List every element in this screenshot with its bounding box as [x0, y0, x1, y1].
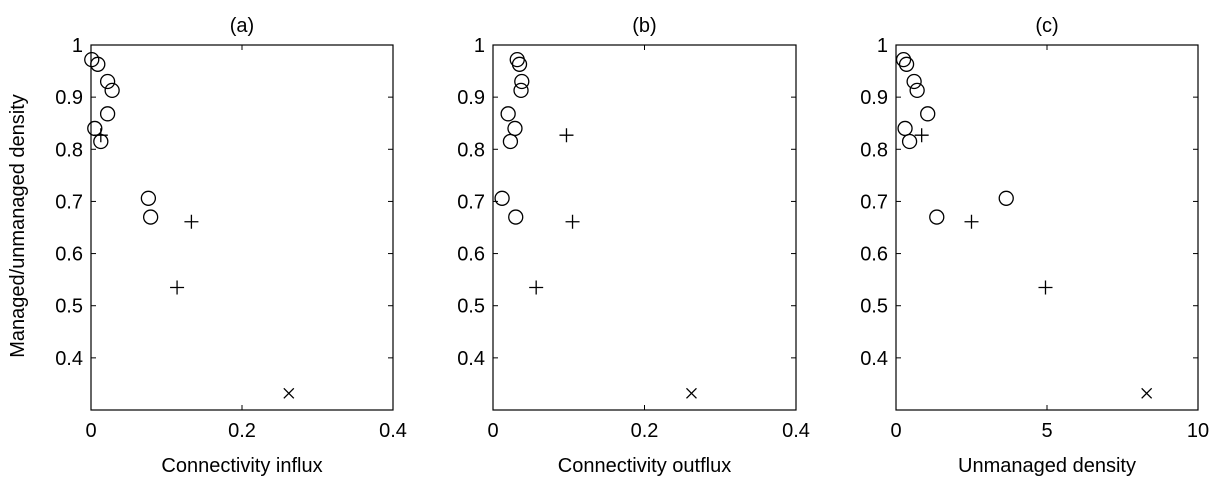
data-point-plus — [914, 128, 929, 143]
data-point-plus — [529, 280, 544, 295]
data-point-circle — [502, 133, 519, 150]
x-tick-label: 0.2 — [631, 420, 659, 442]
y-tick-label: 0.9 — [55, 87, 83, 109]
data-point-plus — [170, 280, 185, 295]
data-point-x — [1141, 387, 1153, 399]
y-tick-label: 0.9 — [860, 87, 888, 109]
x-tick-label: 0.4 — [782, 420, 810, 442]
data-point-circle — [494, 190, 510, 206]
y-tick-label: 0.7 — [860, 191, 888, 213]
data-point-circle — [929, 209, 945, 225]
data-point-circle — [901, 133, 918, 150]
data-point-plus — [559, 128, 574, 143]
x-tick-label: 10 — [1187, 420, 1209, 442]
data-point-plus — [1038, 280, 1053, 295]
plot-frame — [492, 44, 797, 411]
panels: 0 0.2 0.4 0.4 0.5 0.6 0.7 0.8 0.9 1 (a) Connectivit… — [55, 15, 1209, 477]
data-point-circle — [920, 106, 936, 122]
x-axis-label: Unmanaged density — [958, 455, 1136, 477]
data-point-circle — [90, 56, 106, 72]
y-tick-label: 0.8 — [457, 139, 485, 161]
data-point-circle — [104, 82, 120, 99]
y-tick-label: 0.4 — [457, 348, 485, 370]
y-tick-label: 0.6 — [55, 244, 83, 266]
data-point-circle — [897, 120, 913, 137]
y-tick-label: 1 — [877, 35, 888, 57]
data-point-circle — [99, 73, 116, 90]
data-point-circle — [909, 82, 925, 99]
data-point-circle — [142, 209, 159, 225]
data-point-circle — [511, 56, 528, 72]
panel-title: (c) — [1035, 15, 1058, 37]
x-tick-label: 0.4 — [379, 420, 407, 442]
data-point-plus — [565, 214, 580, 229]
y-tick-label: 0.8 — [55, 139, 83, 161]
y-tick-label: 0.5 — [55, 296, 83, 318]
y-tick-label: 0.6 — [860, 244, 888, 266]
data-point-circle — [514, 73, 530, 90]
data-point-circle — [140, 190, 157, 206]
panel-title: (b) — [632, 15, 656, 37]
y-tick-label: 0.4 — [55, 348, 83, 370]
data-point-circle — [507, 120, 523, 137]
y-tick-label: 0.9 — [457, 87, 485, 109]
data-point-circle — [906, 73, 922, 90]
y-tick-label: 0.6 — [457, 244, 485, 266]
x-tick-label: 0 — [85, 420, 96, 442]
data-point-circle — [895, 51, 912, 68]
panel-a: 0 0.2 0.4 0.4 0.5 0.6 0.7 0.8 0.9 1 (a) Connectivit… — [55, 15, 407, 477]
plot-frame — [90, 44, 394, 411]
y-axis-label: Managed/unmanaged density — [7, 94, 29, 358]
data-point-x — [686, 387, 697, 399]
x-tick-label: 0.2 — [228, 420, 256, 442]
data-point-circle — [87, 120, 103, 137]
y-tick-label: 0.8 — [860, 139, 888, 161]
data-point-circle — [898, 56, 915, 72]
data-point-circle — [500, 106, 516, 122]
x-axis-label: Connectivity outflux — [558, 455, 731, 477]
data-point-plus — [964, 214, 979, 229]
data-point-circle — [508, 209, 524, 225]
y-tick-label: 0.7 — [457, 191, 485, 213]
y-tick-label: 0.7 — [55, 191, 83, 213]
y-tick-label: 0.5 — [860, 296, 888, 318]
panel-c: 0 5 10 0.4 0.5 0.6 0.7 0.8 0.9 1 (c) Unmanaged dens… — [860, 15, 1209, 477]
data-point-plus — [93, 128, 108, 143]
x-tick-label: 0 — [890, 420, 901, 442]
y-tick-label: 1 — [474, 35, 485, 57]
y-tick-label: 0.4 — [860, 348, 888, 370]
x-axis-label: Connectivity influx — [161, 455, 322, 477]
data-point-circle — [998, 190, 1014, 206]
panel-title: (a) — [230, 15, 254, 37]
data-point-circle — [513, 82, 529, 99]
data-point-plus — [184, 214, 199, 229]
panel-b: 0 0.2 0.4 0.4 0.5 0.6 0.7 0.8 0.9 1 (b) Connectivit… — [457, 15, 810, 477]
plot-frame — [895, 44, 1199, 411]
y-tick-label: 0.5 — [457, 296, 485, 318]
x-tick-label: 5 — [1041, 420, 1052, 442]
y-tick-label: 1 — [72, 35, 83, 57]
data-point-x — [283, 387, 295, 399]
data-point-circle — [99, 106, 116, 122]
x-tick-label: 0 — [487, 420, 498, 442]
